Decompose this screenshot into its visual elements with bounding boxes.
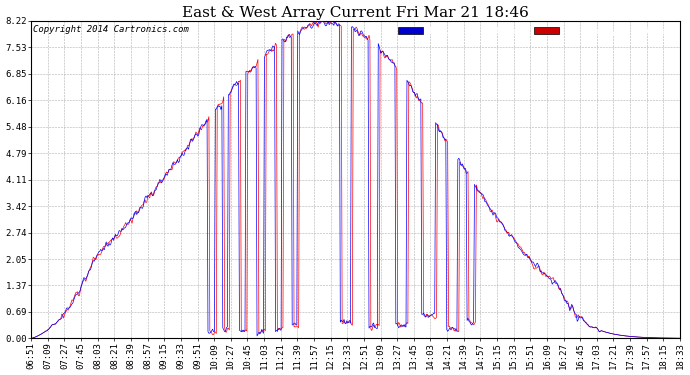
Text: Copyright 2014 Cartronics.com: Copyright 2014 Cartronics.com bbox=[32, 26, 188, 34]
Legend: East Array  (DC Amps), West Array  (DC Amps): East Array (DC Amps), West Array (DC Amp… bbox=[396, 25, 673, 37]
Title: East & West Array Current Fri Mar 21 18:46: East & West Array Current Fri Mar 21 18:… bbox=[182, 6, 529, 20]
